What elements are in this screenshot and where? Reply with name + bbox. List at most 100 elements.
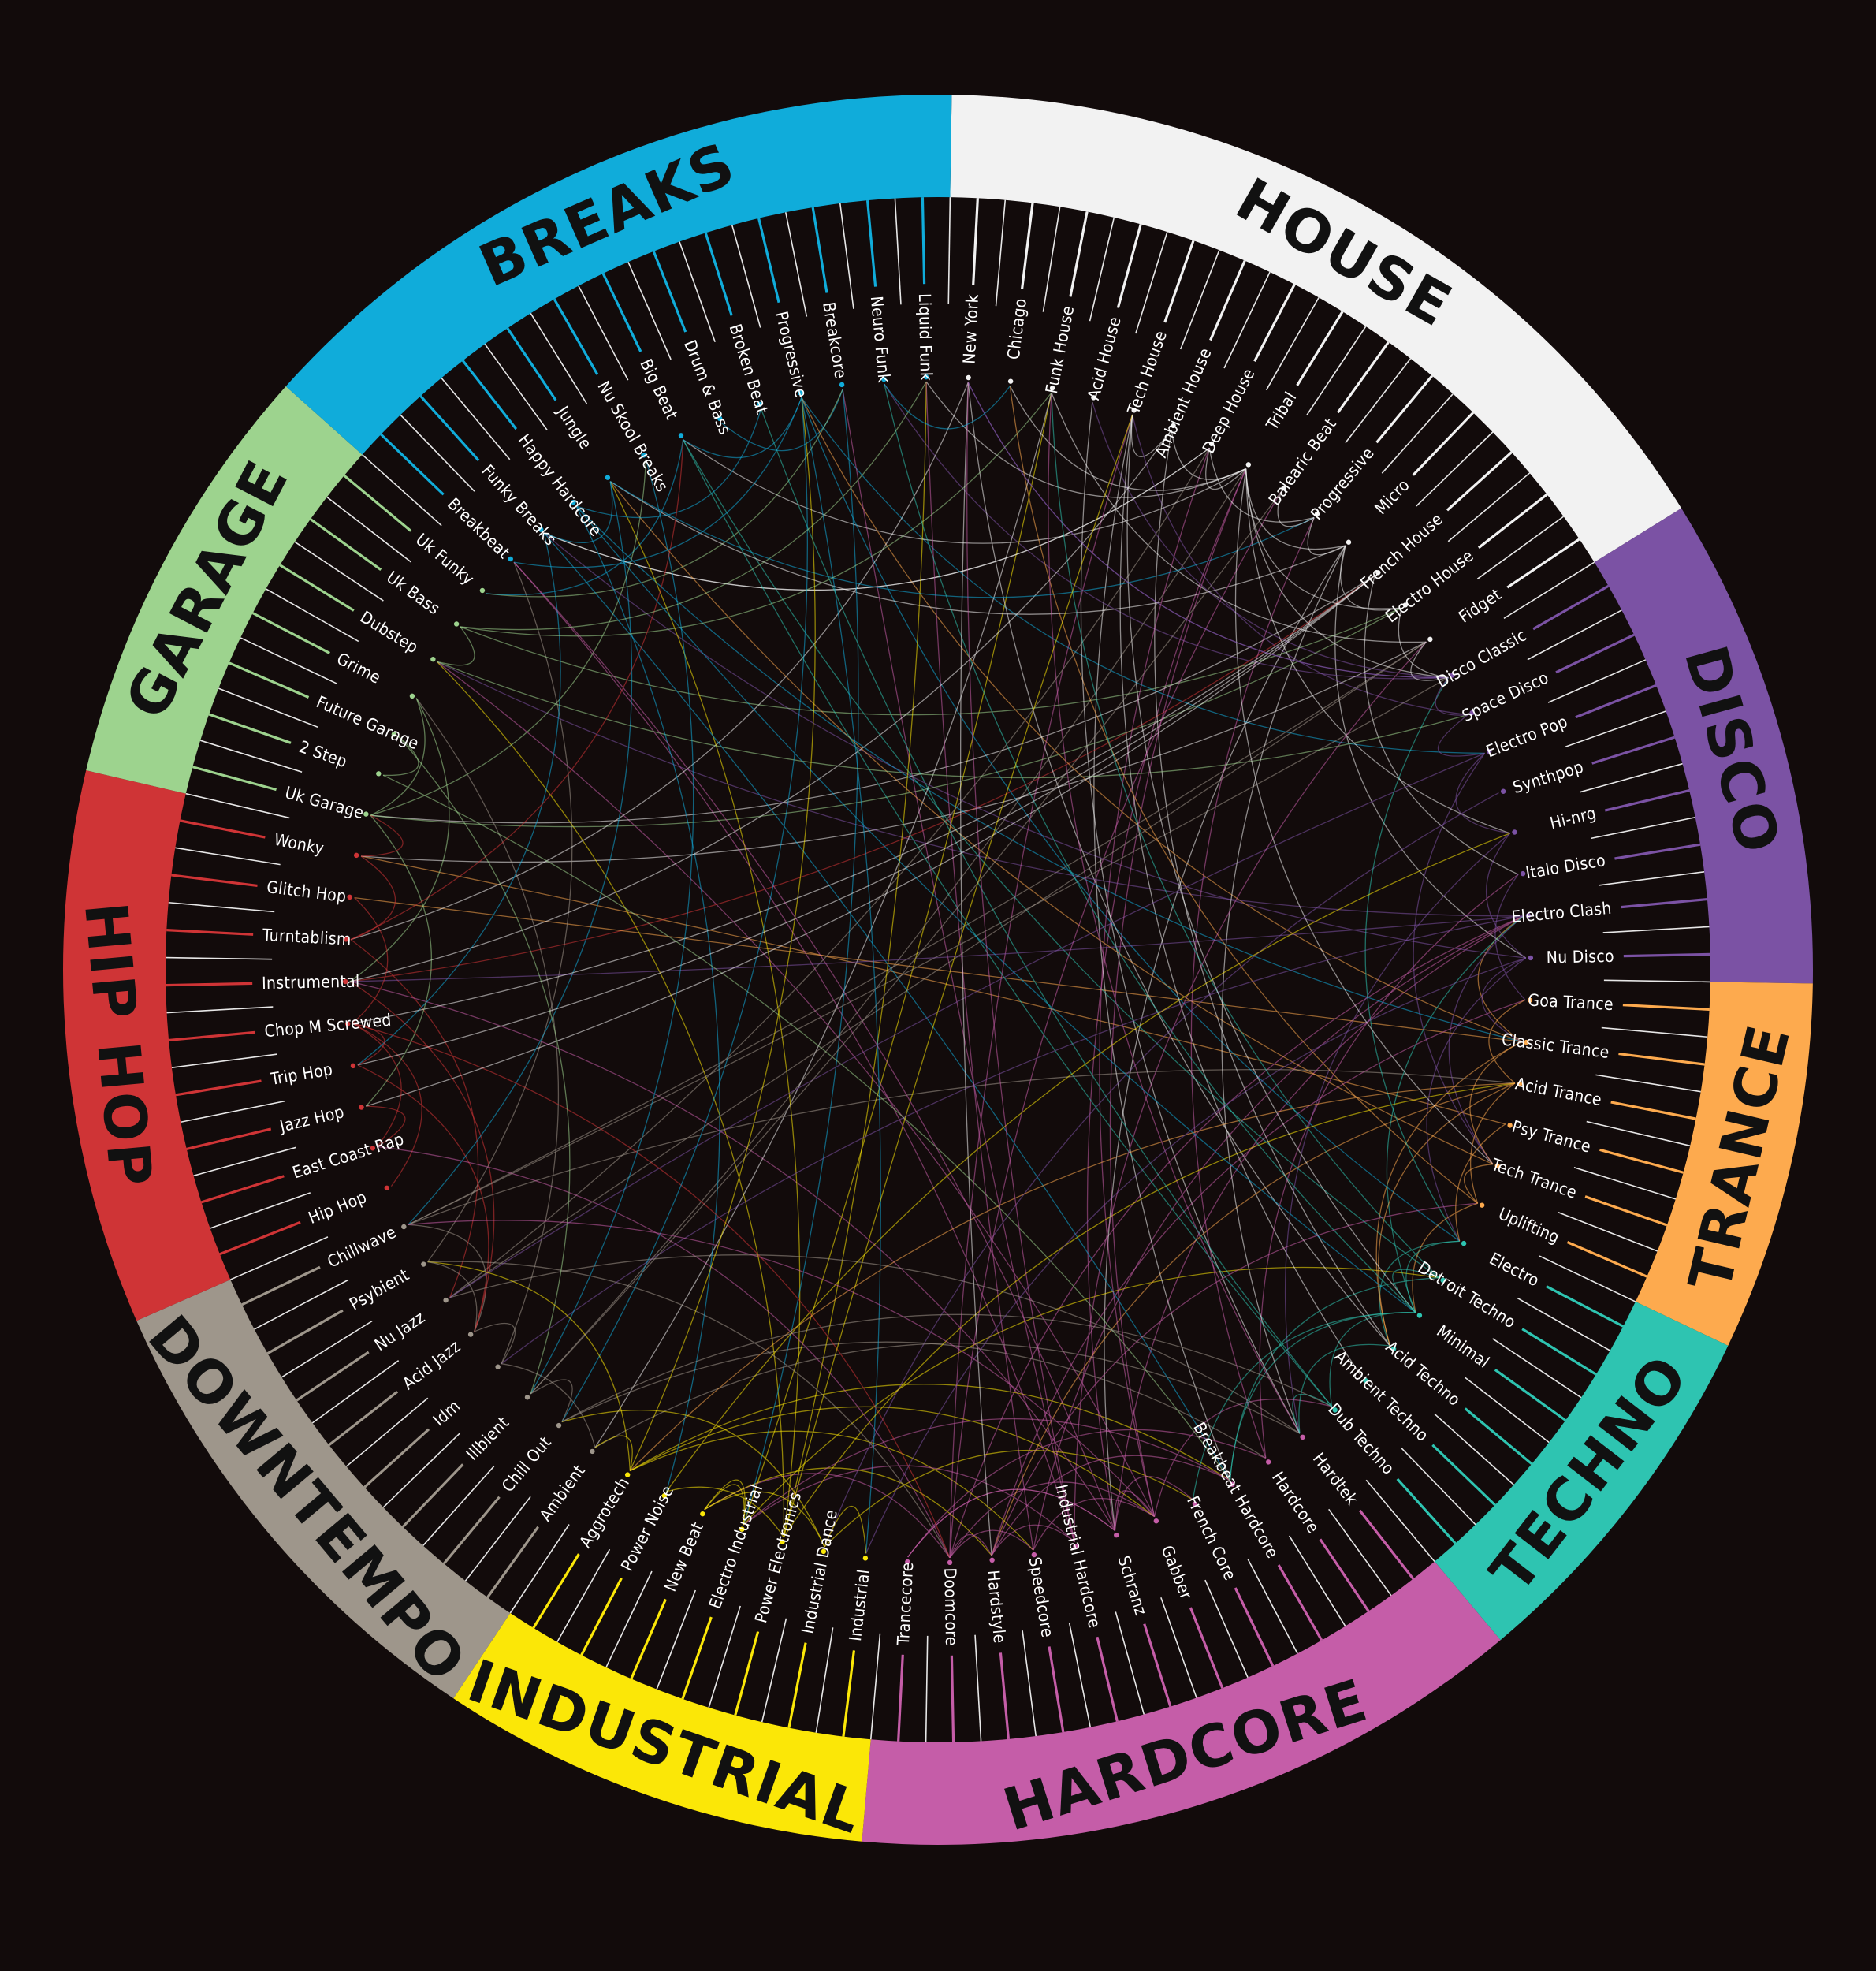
genre-spoke (219, 1220, 301, 1256)
genre-spoke (401, 1463, 464, 1528)
genre-separator (1223, 271, 1271, 369)
connection-arc (513, 561, 1075, 1542)
genre-label-electro-clash: Electro Clash (1511, 899, 1613, 927)
connection-arc (408, 1224, 487, 1332)
genre-separator (656, 1589, 697, 1690)
connection-arc (427, 561, 573, 1262)
genre-label-progressive: Progressive (772, 310, 810, 400)
connection-arc (1051, 392, 1427, 643)
genre-separator (925, 1635, 929, 1742)
genre-spoke (757, 218, 780, 304)
genre-separator (1476, 516, 1565, 579)
genre-dot (495, 1364, 501, 1369)
category-segment-house (950, 95, 1682, 563)
genre-spoke (1614, 843, 1701, 860)
connection-arc (1379, 1240, 1460, 1347)
genre-label-italo-disco: Italo Disco (1524, 851, 1607, 882)
genre-dot (905, 1559, 910, 1565)
connection-arc (408, 676, 1449, 1225)
genre-separator (311, 1360, 400, 1424)
connection-arc (760, 408, 1333, 1407)
connection-arc (1009, 386, 1479, 1204)
connection-arc (966, 382, 1075, 1542)
genre-separator (1599, 870, 1705, 886)
genre-label-turntablism: Turntablism (262, 926, 352, 949)
genre-separator (1135, 231, 1168, 334)
genre-spoke (1209, 259, 1246, 341)
genre-separator (869, 1633, 881, 1740)
genre-dot (989, 1557, 995, 1563)
genre-label-illbient: Illbient (463, 1413, 513, 1464)
genre-label-tech-trance: Tech Trance (1488, 1155, 1580, 1202)
genre-label-nu-disco: Nu Disco (1547, 947, 1615, 967)
genre-spoke (241, 1265, 321, 1306)
connection-arc (1245, 468, 1402, 609)
connection-arc (360, 814, 404, 857)
connection-arc (609, 481, 1346, 615)
connection-arc (544, 447, 1210, 591)
connection-arc (1386, 915, 1524, 1313)
connection-arc (683, 397, 802, 459)
connection-arc (720, 389, 843, 452)
genre-spoke (1189, 1607, 1224, 1689)
genre-dot (1512, 829, 1517, 835)
genre-separator (193, 1146, 296, 1177)
connection-arc (991, 1202, 1478, 1556)
genre-spoke (1296, 311, 1344, 386)
genre-separator (509, 1524, 570, 1614)
genre-label-minimal: Minimal (1433, 1321, 1493, 1372)
genre-dot (353, 852, 359, 859)
genre-separator (1365, 1479, 1435, 1563)
connection-arc (1413, 753, 1494, 1165)
genre-dot (409, 693, 415, 699)
genre-separator (605, 1570, 653, 1668)
genre-spoke (1584, 1195, 1668, 1227)
connection-arc (683, 439, 1333, 1407)
genre-label-dubstep: Dubstep (357, 607, 422, 657)
connection-arc (1114, 915, 1524, 1531)
genre-dot (1171, 423, 1176, 429)
genre-dot (700, 1511, 705, 1517)
genre-separator (1328, 1508, 1392, 1597)
genre-separator (974, 1634, 982, 1742)
connection-arc (630, 1406, 1156, 1518)
connection-arc (437, 661, 1156, 1517)
genre-dot (1469, 710, 1475, 716)
genre-label-uplifting: Uplifting (1495, 1204, 1562, 1247)
genre-dot (556, 1422, 562, 1429)
genre-dot (1245, 462, 1252, 468)
connection-arc (427, 1261, 478, 1332)
connection-arc (629, 1384, 1230, 1481)
genre-label-hardcore: Hardcore (1268, 1468, 1323, 1537)
genre-dot (479, 587, 486, 594)
connection-arc (959, 382, 992, 1556)
genre-separator (441, 377, 511, 460)
genre-dot (1332, 1407, 1338, 1413)
genre-label-breakcore: Breakcore (819, 300, 851, 380)
genre-spoke (1319, 1538, 1370, 1612)
genre-label-funk-house: Funk House (1042, 304, 1078, 395)
connection-arc (366, 1105, 406, 1147)
genre-label-acid-jazz: Acid Jazz (399, 1337, 463, 1394)
genre-dot (1265, 1459, 1271, 1465)
genre-label-acid-house: Acid House (1084, 315, 1125, 402)
genre-label-east-coast-rap: East Coast Rap (290, 1130, 406, 1183)
connection-arc (743, 1418, 1230, 1526)
genre-spoke (1096, 1636, 1119, 1722)
genre-spoke (1375, 374, 1434, 444)
genre-dot (1114, 1532, 1119, 1538)
connection-arc (460, 381, 927, 631)
connection-arc (437, 661, 1468, 779)
genre-separator (1603, 979, 1710, 983)
genre-spoke (1337, 341, 1390, 414)
genre-separator (281, 1320, 373, 1378)
connection-arc (1234, 468, 1494, 1165)
genre-separator (1401, 1448, 1476, 1526)
genre-spoke (787, 1642, 807, 1728)
connection-arc (683, 439, 1247, 544)
genre-label-hi-nrg: Hi-nrg (1548, 803, 1598, 833)
genre-separator (1022, 1630, 1037, 1737)
genre-spoke (442, 1496, 501, 1565)
genre-spoke (1277, 1564, 1323, 1641)
